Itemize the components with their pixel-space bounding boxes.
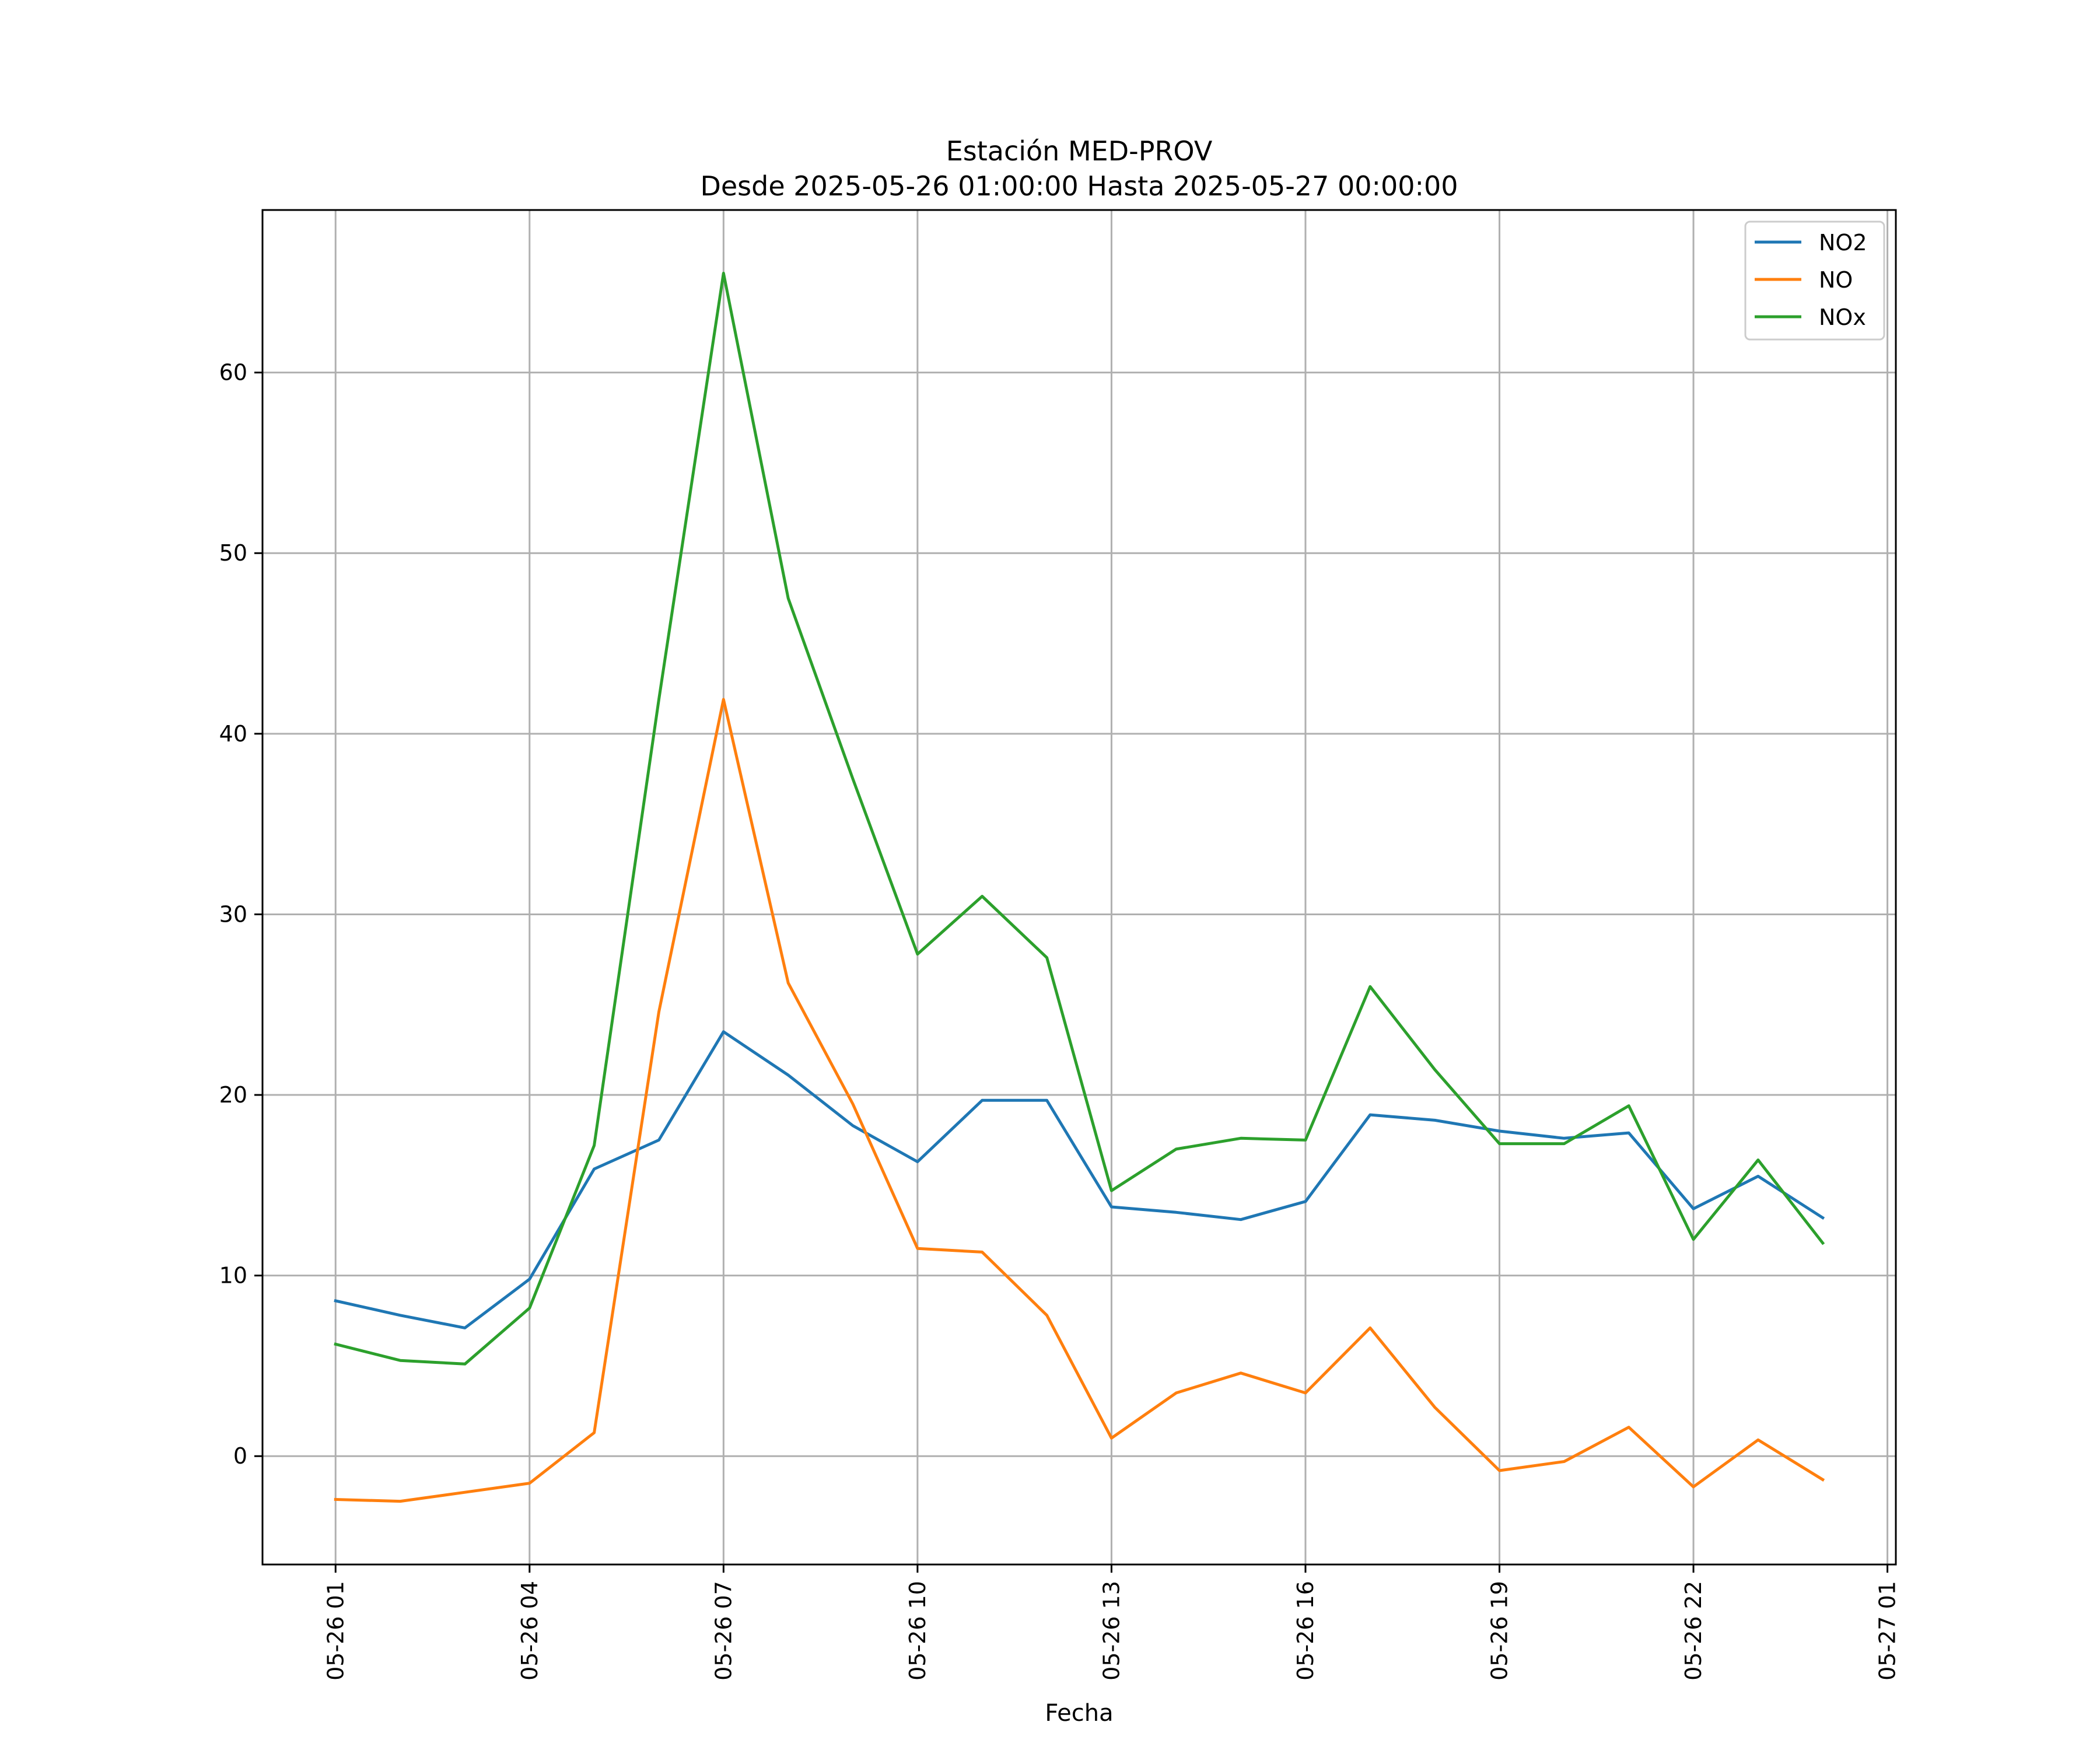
legend-label-nox: NOx — [1819, 304, 1866, 330]
x-tick-label: 05-26 10 — [905, 1581, 930, 1681]
x-axis: 05-26 01 05-26 04 05-26 07 05-26 10 05-26 13… — [323, 1564, 1901, 1681]
y-tick-label: 20 — [219, 1082, 247, 1108]
x-tick-label: 05-26 04 — [517, 1581, 542, 1681]
x-tick-label: 05-27 01 — [1875, 1581, 1901, 1681]
chart-subtitle: Desde 2025-05-26 01:00:00 Hasta 2025-05-… — [700, 170, 1458, 202]
x-tick-label: 05-26 01 — [323, 1581, 348, 1681]
series-line-no — [334, 698, 1825, 1503]
x-axis-label: Fecha — [1045, 1700, 1113, 1727]
grid — [262, 210, 1896, 1564]
y-tick-label: 0 — [233, 1443, 247, 1469]
y-tick-label: 60 — [219, 360, 247, 386]
legend-label-no: NO — [1819, 267, 1853, 293]
series-line-nox — [334, 271, 1825, 1366]
x-tick-label: 05-26 16 — [1293, 1581, 1318, 1681]
chart-title: Estación MED-PROV — [946, 135, 1213, 167]
x-tick-label: 05-26 07 — [710, 1581, 736, 1681]
y-tick-label: 10 — [219, 1263, 247, 1289]
y-tick-label: 40 — [219, 721, 247, 747]
y-tick-label: 30 — [219, 901, 247, 927]
legend-label-no2: NO2 — [1819, 230, 1867, 256]
y-axis: 0 10 20 30 40 50 60 — [219, 360, 262, 1469]
legend-box — [1744, 220, 1885, 341]
x-tick-label: 05-26 22 — [1681, 1581, 1706, 1681]
y-tick-label: 50 — [219, 540, 247, 566]
series-lines — [334, 271, 1825, 1503]
x-tick-label: 05-26 19 — [1487, 1581, 1513, 1681]
legend: NO2 NO NOx — [1744, 220, 1885, 341]
plot-frame — [261, 209, 1897, 1566]
x-tick-label: 05-26 13 — [1098, 1581, 1124, 1681]
